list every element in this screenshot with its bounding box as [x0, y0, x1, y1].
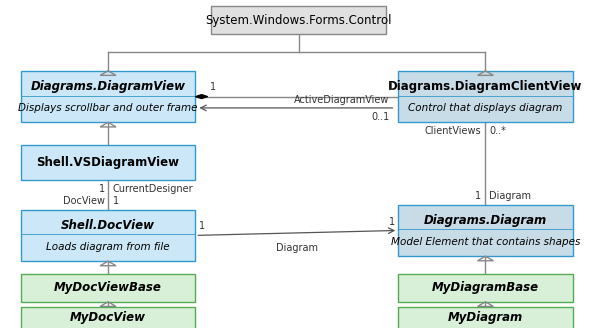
Text: ActiveDiagramView: ActiveDiagramView	[294, 95, 389, 105]
Text: MyDocView: MyDocView	[70, 311, 146, 324]
Text: 1: 1	[475, 191, 481, 201]
Text: Shell.VSDiagramView: Shell.VSDiagramView	[37, 156, 180, 169]
Text: System.Windows.Forms.Control: System.Windows.Forms.Control	[206, 14, 392, 27]
FancyBboxPatch shape	[398, 274, 573, 302]
Text: Diagrams.DiagramView: Diagrams.DiagramView	[31, 80, 186, 93]
Text: MyDocViewBase: MyDocViewBase	[54, 281, 162, 294]
Text: Diagrams.DiagramClientView: Diagrams.DiagramClientView	[388, 80, 583, 93]
Text: 0..*: 0..*	[489, 126, 506, 136]
Text: MyDiagramBase: MyDiagramBase	[432, 281, 539, 294]
Text: Loads diagram from file: Loads diagram from file	[46, 242, 170, 252]
Polygon shape	[195, 94, 208, 99]
Text: ClientViews: ClientViews	[424, 126, 481, 136]
Text: Control that displays diagram: Control that displays diagram	[408, 103, 563, 113]
Text: 1: 1	[388, 82, 394, 92]
Text: Diagram: Diagram	[276, 242, 318, 253]
Text: 0..1: 0..1	[371, 112, 389, 122]
Text: MyDiagram: MyDiagram	[448, 311, 523, 324]
FancyBboxPatch shape	[21, 307, 195, 329]
Text: Displays scrollbar and outer frame: Displays scrollbar and outer frame	[18, 103, 198, 113]
Text: Model Element that contains shapes: Model Element that contains shapes	[391, 237, 580, 247]
Text: Shell.DocView: Shell.DocView	[61, 218, 155, 232]
Text: DocView: DocView	[63, 196, 105, 206]
Text: 1: 1	[199, 221, 205, 232]
Text: 1: 1	[210, 82, 216, 92]
Text: Diagrams.Diagram: Diagrams.Diagram	[424, 214, 547, 227]
FancyBboxPatch shape	[398, 71, 573, 122]
Text: 1: 1	[112, 196, 119, 206]
FancyBboxPatch shape	[21, 210, 195, 261]
FancyBboxPatch shape	[21, 145, 195, 180]
FancyBboxPatch shape	[21, 71, 195, 122]
FancyBboxPatch shape	[398, 307, 573, 329]
FancyBboxPatch shape	[398, 205, 573, 256]
Text: 1: 1	[99, 184, 105, 194]
FancyBboxPatch shape	[212, 6, 386, 34]
Text: CurrentDesigner: CurrentDesigner	[112, 184, 194, 194]
FancyBboxPatch shape	[21, 274, 195, 302]
Text: 1: 1	[389, 216, 395, 227]
Text: Diagram: Diagram	[489, 191, 531, 201]
